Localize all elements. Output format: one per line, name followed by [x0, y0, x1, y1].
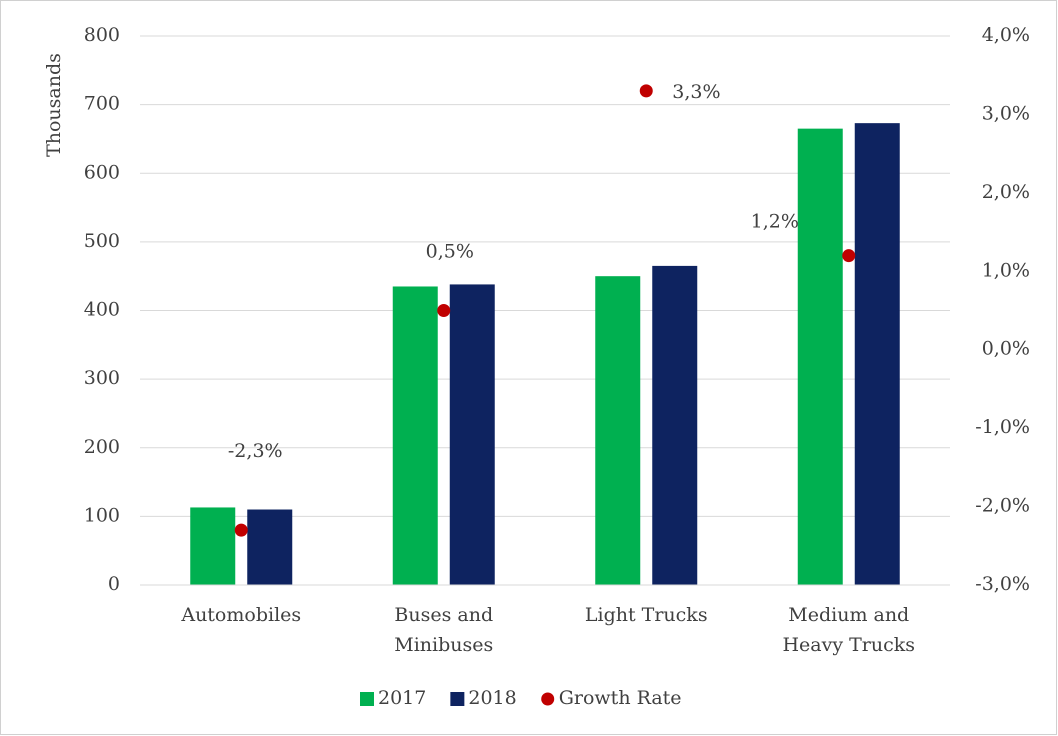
- y-tick-label: 700: [84, 93, 120, 115]
- y2-tick-label: 4,0%: [982, 24, 1030, 46]
- bar: [652, 265, 698, 585]
- y-tick-label: 500: [84, 230, 120, 252]
- x-tick-label: Light Trucks: [585, 604, 708, 626]
- y2-tick-label: -2,0%: [975, 495, 1030, 517]
- legend-label: 2018: [468, 687, 516, 709]
- data-label: 3,3%: [672, 81, 720, 103]
- legend-marker: [541, 692, 555, 706]
- legend-marker: [450, 692, 465, 706]
- growth-dot: [437, 304, 451, 317]
- x-tick-line: Medium and: [788, 604, 909, 626]
- bar: [247, 509, 293, 585]
- bar: [190, 507, 236, 585]
- data-label: 0,5%: [426, 241, 474, 263]
- y2-tick-label: -3,0%: [975, 573, 1030, 595]
- growth-dot: [842, 249, 856, 263]
- y2-tick-label: 1,0%: [982, 259, 1030, 281]
- y-tick-label: 100: [84, 504, 120, 526]
- growth-dot: [639, 84, 653, 98]
- y-tick-label: 600: [84, 161, 120, 183]
- x-tick-line: Minibuses: [394, 634, 493, 656]
- bar: [854, 123, 900, 585]
- x-tick-line: Buses and: [394, 604, 493, 626]
- bar: [595, 276, 641, 585]
- legend-marker: [360, 692, 374, 706]
- y-tick-label: 800: [84, 24, 120, 46]
- data-label: 1,2%: [751, 211, 799, 233]
- y2-tick-label: 3,0%: [982, 102, 1030, 124]
- y2-tick-label: 2,0%: [982, 181, 1030, 203]
- x-tick-line: Heavy Trucks: [782, 634, 915, 656]
- legend-label: 2017: [378, 687, 426, 709]
- x-tick-label: Automobiles: [180, 604, 301, 626]
- bar: [797, 128, 843, 586]
- y2-tick-label: -1,0%: [975, 416, 1030, 438]
- x-tick-label: Buses and Minibuses: [394, 604, 493, 656]
- y-tick-label: 200: [84, 436, 120, 458]
- bar: [449, 284, 495, 585]
- y-tick-label: 300: [84, 367, 120, 389]
- growth-dot: [234, 523, 248, 537]
- y-tick-label: 400: [84, 299, 120, 321]
- bar: [392, 286, 438, 585]
- y-tick-label: 0: [108, 573, 120, 595]
- data-label: -2,3%: [228, 440, 283, 462]
- legend-label: Growth Rate: [559, 687, 682, 709]
- y-axis-label: Thousands: [43, 53, 65, 157]
- x-tick-label: Medium and Heavy Trucks: [782, 604, 915, 656]
- y2-tick-label: 0,0%: [982, 338, 1030, 360]
